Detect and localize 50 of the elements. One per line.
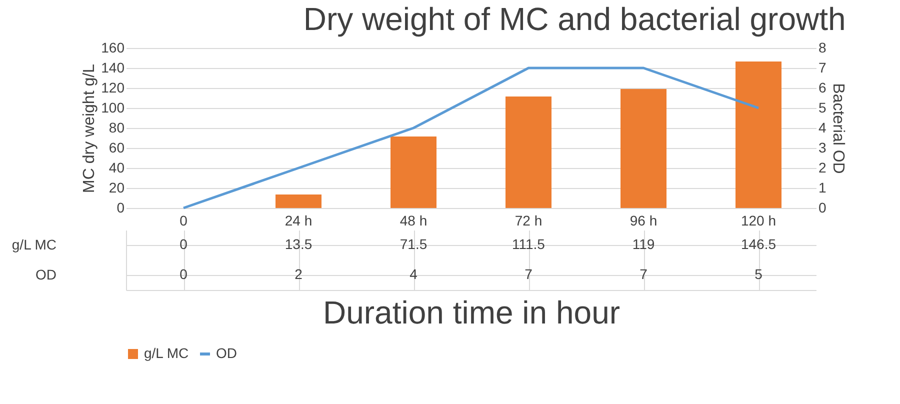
x-tick-label: 24 h	[284, 212, 312, 228]
x-tick-label: 48 h	[400, 212, 428, 228]
bar	[506, 96, 552, 208]
y-tick-label: 40	[108, 160, 125, 176]
bar	[276, 194, 322, 208]
y2-tick-label: 2	[818, 160, 826, 176]
x-tick-label: 0	[180, 212, 188, 228]
y2-tick-label: 6	[818, 80, 826, 96]
y-tick-label: 0	[116, 200, 125, 216]
bar	[390, 136, 436, 208]
y-tick-label: 120	[101, 80, 125, 96]
y2-tick-label: 1	[818, 180, 826, 196]
y-tick-label: 160	[101, 40, 125, 56]
y-tick-label: 100	[101, 100, 125, 116]
line-series	[182, 66, 760, 210]
data-label: 7	[524, 266, 533, 282]
y-tick-label: 60	[108, 140, 125, 156]
y-tick-label: 80	[108, 120, 125, 136]
y-tick-label: 20	[108, 180, 125, 196]
y2-tick-label: 8	[818, 40, 826, 56]
y2-tick-label: 7	[818, 60, 826, 76]
data-label: 146.5	[740, 236, 776, 252]
x-axis-title: Duration time in hour	[322, 294, 620, 330]
y2-tick-label: 4	[818, 120, 826, 136]
y2-tick-label: 0	[818, 200, 826, 216]
data-label: 71.5	[400, 236, 428, 252]
y2-tick-label: 3	[818, 140, 826, 156]
legend-label: OD	[216, 345, 237, 361]
y-axis-title: MC dry weight g/L	[81, 64, 98, 193]
data-label: 2	[294, 266, 303, 282]
bar	[620, 89, 666, 208]
x-tick-label: 96 h	[630, 212, 658, 228]
data-label: 0	[180, 236, 188, 252]
text: OD	[36, 266, 56, 282]
bar	[736, 62, 782, 208]
data-label: 119	[632, 236, 655, 252]
data-label: 7	[640, 266, 648, 282]
data-label: 0	[180, 266, 188, 282]
x-tick-label: 120 h	[740, 212, 776, 228]
x-tick-label: 72 h	[514, 212, 542, 228]
legend-label: g/L MC	[144, 345, 189, 361]
data-label: 4	[410, 266, 418, 282]
data-label: 111.5	[512, 236, 546, 252]
chart-title: Dry weight of MC and bacterial growth	[303, 1, 846, 37]
text: g/L MC	[12, 236, 56, 252]
data-label: 13.5	[284, 236, 312, 252]
y-tick-label: 140	[101, 60, 125, 76]
y2-tick-label: 5	[818, 100, 826, 116]
data-label: 5	[754, 266, 763, 282]
y2-axis-title: Bacterial OD	[829, 83, 846, 174]
